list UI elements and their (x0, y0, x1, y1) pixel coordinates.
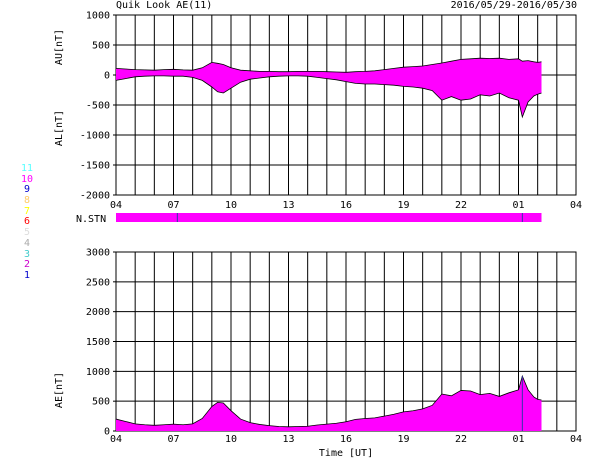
x-tick-label: 16 (340, 434, 352, 445)
date-range: 2016/05/29-2016/05/30 (450, 0, 577, 11)
station-number-label: 11 (20, 163, 34, 174)
x-tick-label: 13 (282, 434, 294, 445)
y-tick-label: 0 (104, 427, 110, 438)
ae-series-line (115, 374, 542, 428)
x-tick-label: 22 (455, 200, 467, 211)
station-number-label: 4 (23, 237, 31, 249)
y-tick-label: 500 (92, 397, 110, 408)
station-number-label: 2 (23, 259, 31, 271)
station-bar-label: N.STN (76, 214, 106, 225)
station-number-label: 9 (23, 184, 31, 196)
x-tick-label: 01 (512, 200, 524, 211)
au-area (116, 58, 542, 75)
station-number-legend: 11 10 9 8 7 6 5 4 3 2 1 (20, 163, 34, 282)
x-tick-label: 04 (110, 434, 122, 445)
y-axis-label-au: AU[nT] (54, 29, 65, 65)
station-number-label: 8 (23, 195, 31, 207)
y-tick-label: 500 (92, 41, 110, 52)
x-tick-label: 19 (397, 434, 409, 445)
station-number-label: 10 (20, 173, 34, 185)
y-tick-label: 1000 (86, 11, 110, 22)
al-series-line (115, 75, 542, 119)
x-tick-label: 04 (110, 200, 122, 211)
x-tick-label: 07 (167, 434, 179, 445)
y-tick-label: -1000 (80, 131, 110, 142)
y-tick-label: 3000 (86, 248, 110, 259)
y-tick-label: 1000 (86, 367, 110, 378)
y-tick-label: -2000 (80, 191, 110, 202)
x-tick-label: 22 (455, 434, 467, 445)
y-tick-label: -500 (86, 101, 110, 112)
station-number-label: 1 (23, 269, 31, 281)
y-axis-label-ae: AE[nT] (54, 372, 65, 408)
x-tick-label: 07 (167, 200, 179, 211)
au-series-line (115, 57, 542, 73)
y-tick-label: 0 (104, 71, 110, 82)
station-number-label: 6 (23, 216, 31, 228)
x-tick-label: 13 (282, 200, 294, 211)
y-tick-label: 1500 (86, 337, 110, 348)
x-tick-label: 16 (340, 200, 352, 211)
x-tick-label: 19 (397, 200, 409, 211)
x-tick-label: 01 (512, 434, 524, 445)
x-tick-label: 10 (225, 434, 237, 445)
x-axis-label: Time [UT] (319, 448, 373, 459)
y-axis-label-al: AL[nT] (54, 110, 65, 146)
station-number-label: 7 (23, 205, 31, 217)
y-tick-label: 2500 (86, 277, 110, 288)
station-number-label: 5 (23, 227, 31, 239)
chart-title: Quik Look AE(11) (116, 0, 213, 11)
x-tick-label: 10 (225, 200, 237, 211)
x-tick-label: 04 (570, 434, 582, 445)
ae-area (116, 376, 542, 431)
x-tick-label: 04 (570, 200, 582, 211)
station-number-label: 3 (23, 248, 31, 260)
station-count-bar (116, 213, 542, 222)
al-area (116, 75, 542, 117)
y-tick-label: 2000 (86, 307, 110, 318)
y-tick-label: -1500 (80, 161, 110, 172)
